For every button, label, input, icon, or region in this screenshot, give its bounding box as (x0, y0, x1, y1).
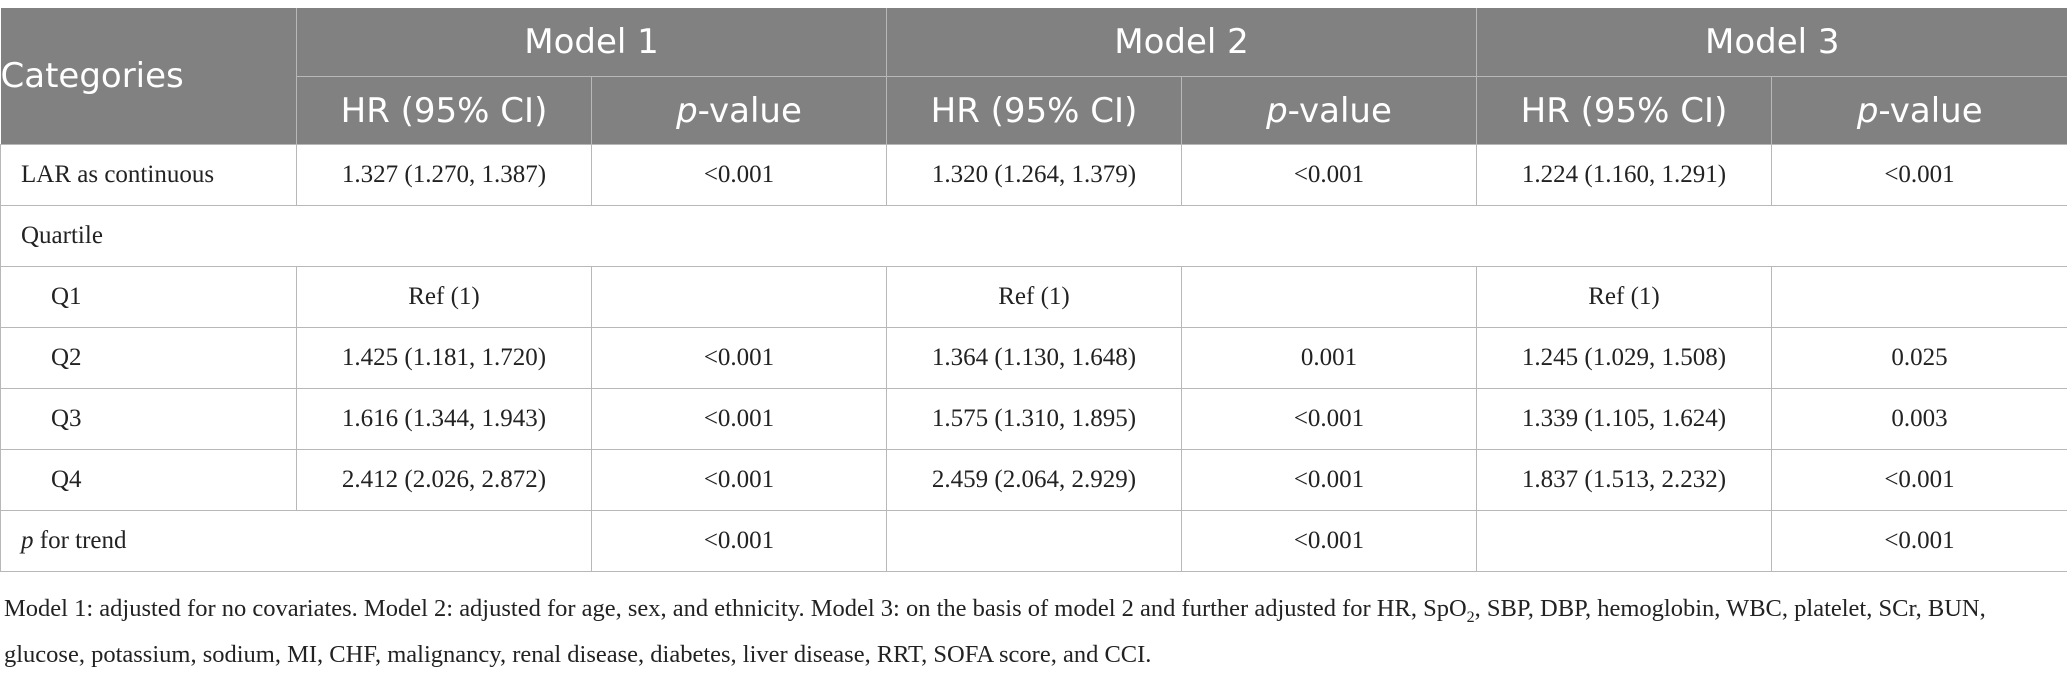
cell-m1-p: <0.001 (592, 450, 887, 511)
cell-m3-p: 0.025 (1772, 328, 2067, 389)
cell-m1-p: <0.001 (592, 389, 887, 450)
table-row-quartile-heading: Quartile (1, 206, 2067, 267)
header-p-italic: p (1857, 91, 1879, 131)
header-p-value: p-value (1772, 77, 2067, 145)
table-row-continuous: LAR as continuous 1.327 (1.270, 1.387) <… (1, 145, 2067, 206)
cell-m3-p: 0.003 (1772, 389, 2067, 450)
table-footnote: Model 1: adjusted for no covariates. Mod… (4, 590, 2054, 673)
cell-m1-hr: 2.412 (2.026, 2.872) (297, 450, 592, 511)
table-row-q4: Q4 2.412 (2.026, 2.872) <0.001 2.459 (2.… (1, 450, 2067, 511)
footnote-subscript: 2 (1467, 609, 1475, 626)
cell-m3-p: <0.001 (1772, 145, 2067, 206)
cell-m1-p: <0.001 (592, 328, 887, 389)
header-p-value: p-value (1182, 77, 1477, 145)
header-row-metrics: HR (95% CI) p-value HR (95% CI) p-value … (1, 77, 2067, 145)
cell-m3-hr: 1.339 (1.105, 1.624) (1477, 389, 1772, 450)
header-p-suffix: -value (1878, 91, 1982, 131)
row-label: LAR as continuous (1, 145, 297, 206)
trend-label-rest: for trend (34, 527, 127, 554)
header-row-models: Categories Model 1 Model 2 Model 3 (1, 8, 2067, 77)
cell-m1-p (592, 267, 887, 328)
cell-m3-p (1772, 267, 2067, 328)
hazard-ratio-table: Categories Model 1 Model 2 Model 3 HR (9… (0, 8, 2067, 572)
header-categories: Categories (1, 8, 297, 145)
header-hr-ci: HR (95% CI) (297, 77, 592, 145)
cell-m2-p: <0.001 (1182, 389, 1477, 450)
header-model-1: Model 1 (297, 8, 887, 77)
cell-m1-hr: 1.616 (1.344, 1.943) (297, 389, 592, 450)
cell-m2-hr: 1.575 (1.310, 1.895) (887, 389, 1182, 450)
results-table-container: Categories Model 1 Model 2 Model 3 HR (9… (0, 8, 2067, 572)
header-hr-ci: HR (95% CI) (887, 77, 1182, 145)
row-label: Q2 (1, 328, 297, 389)
cell-m2-p (1182, 267, 1477, 328)
table-row-q1: Q1 Ref (1) Ref (1) Ref (1) (1, 267, 2067, 328)
cell-m3-hr: Ref (1) (1477, 267, 1772, 328)
row-label: Q4 (1, 450, 297, 511)
cell-m2-p: 0.001 (1182, 328, 1477, 389)
cell-m3-hr: 1.224 (1.160, 1.291) (1477, 145, 1772, 206)
row-label-trend: p for trend (1, 511, 592, 572)
header-hr-ci: HR (95% CI) (1477, 77, 1772, 145)
cell-m1-p: <0.001 (592, 511, 887, 572)
cell-m2-hr (887, 511, 1182, 572)
header-model-2: Model 2 (887, 8, 1477, 77)
cell-m1-hr: Ref (1) (297, 267, 592, 328)
header-p-italic: p (1266, 91, 1288, 131)
cell-m2-p: <0.001 (1182, 145, 1477, 206)
header-p-suffix: -value (698, 91, 802, 131)
cell-m2-hr: 2.459 (2.064, 2.929) (887, 450, 1182, 511)
cell-m2-hr: Ref (1) (887, 267, 1182, 328)
row-label-quartile: Quartile (1, 206, 2067, 267)
trend-p-italic: p (21, 527, 34, 554)
cell-m3-hr: 1.837 (1.513, 2.232) (1477, 450, 1772, 511)
header-p-value: p-value (592, 77, 887, 145)
table-row-trend: p for trend <0.001 <0.001 <0.001 (1, 511, 2067, 572)
header-p-suffix: -value (1288, 91, 1392, 131)
cell-m1-hr: 1.425 (1.181, 1.720) (297, 328, 592, 389)
header-model-3: Model 3 (1477, 8, 2067, 77)
footnote-part1: Model 1: adjusted for no covariates. Mod… (4, 595, 1467, 622)
header-p-italic: p (676, 91, 698, 131)
cell-m2-hr: 1.364 (1.130, 1.648) (887, 328, 1182, 389)
cell-m1-p: <0.001 (592, 145, 887, 206)
cell-m3-hr: 1.245 (1.029, 1.508) (1477, 328, 1772, 389)
table-row-q3: Q3 1.616 (1.344, 1.943) <0.001 1.575 (1.… (1, 389, 2067, 450)
table-row-q2: Q2 1.425 (1.181, 1.720) <0.001 1.364 (1.… (1, 328, 2067, 389)
cell-m2-p: <0.001 (1182, 511, 1477, 572)
cell-m3-p: <0.001 (1772, 511, 2067, 572)
cell-m1-hr: 1.327 (1.270, 1.387) (297, 145, 592, 206)
cell-m2-p: <0.001 (1182, 450, 1477, 511)
row-label: Q3 (1, 389, 297, 450)
cell-m2-hr: 1.320 (1.264, 1.379) (887, 145, 1182, 206)
row-label: Q1 (1, 267, 297, 328)
cell-m3-hr (1477, 511, 1772, 572)
cell-m3-p: <0.001 (1772, 450, 2067, 511)
